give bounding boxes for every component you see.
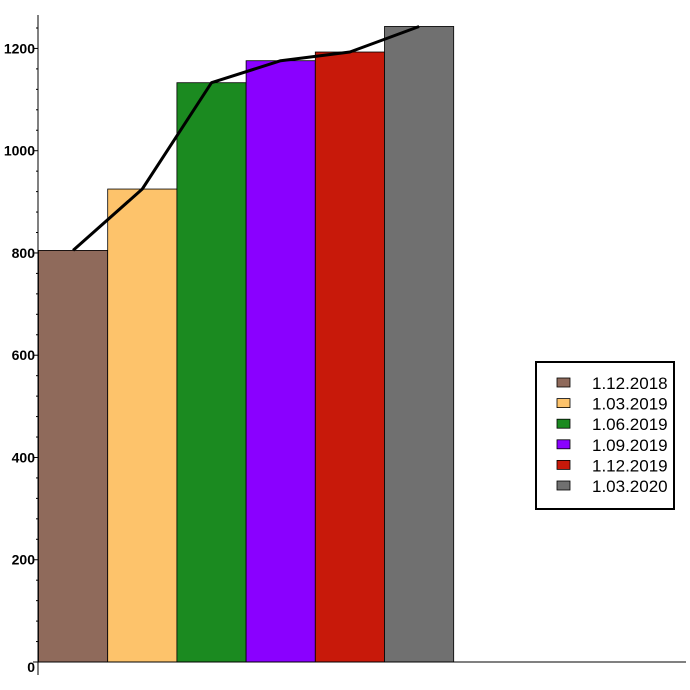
trend-line-group [72,25,420,252]
trend-line [72,25,420,252]
y-tick-label: 1000 [4,143,35,159]
y-tick-label: 600 [12,347,36,363]
legend-swatch-1.06.2019 [556,418,571,429]
bars-group [38,26,455,663]
legend-swatch-1.12.2018 [556,377,571,388]
legend-swatch-1.03.2020 [556,480,571,491]
y-tick-label: 200 [12,552,36,568]
bar-1.03.2019 [107,188,178,663]
bar-1.12.2018 [38,250,109,663]
legend-swatch-1.12.2019 [556,459,571,470]
bar-1.06.2019 [176,82,247,663]
legend-label-1.03.2020: 1.03.2020 [592,477,668,496]
bar-1.12.2019 [314,51,385,663]
legend-label-1.12.2018: 1.12.2018 [592,374,668,393]
y-tick-label: 0 [27,659,35,675]
bar-1.03.2020 [384,26,455,663]
axes-group: 0 200 400 600 800 1000 1200 [4,15,686,675]
legend-label-1.03.2019: 1.03.2019 [592,395,668,414]
legend-label-1.09.2019: 1.09.2019 [592,436,668,455]
legend-label-1.12.2019: 1.12.2019 [592,456,668,475]
y-tick-label: 1200 [4,40,35,56]
legend-swatch-1.03.2019 [556,398,571,409]
legend-swatch-1.09.2019 [556,439,571,450]
y-tick-label: 400 [12,449,36,465]
bar-1.09.2019 [245,60,316,663]
y-tick-label: 800 [12,245,36,261]
legend-label-1.06.2019: 1.06.2019 [592,415,668,434]
